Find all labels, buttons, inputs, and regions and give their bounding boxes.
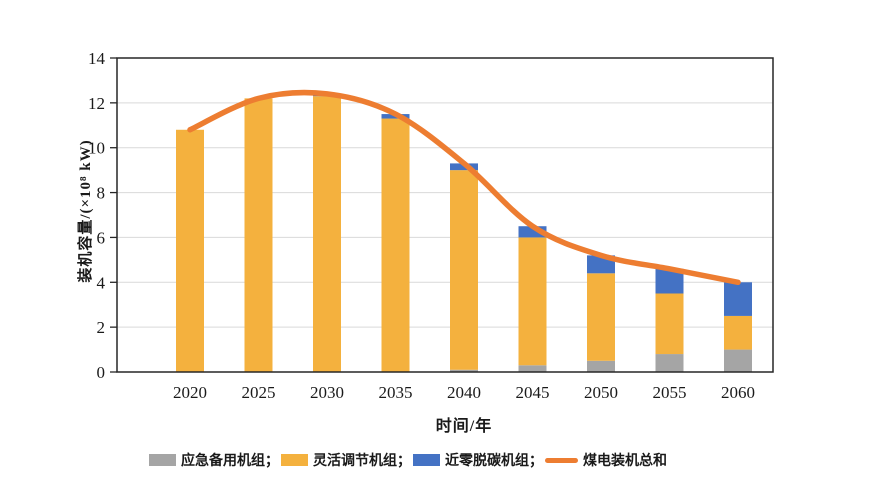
legend: 应急备用机组； 灵活调节机组； 近零脱碳机组； 煤电装机总和 bbox=[149, 450, 669, 470]
bar-segment-灵活调节机组 bbox=[450, 170, 478, 370]
legend-swatch-yellow bbox=[281, 454, 308, 466]
legend-label: 近零脱碳机组； bbox=[445, 454, 543, 469]
x-tick-label: 2045 bbox=[516, 383, 550, 402]
y-tick-label: 2 bbox=[97, 318, 106, 337]
x-tick-label: 2030 bbox=[310, 383, 344, 402]
bar-segment-灵活调节机组 bbox=[518, 237, 547, 366]
bar-segment-近零脱碳机组 bbox=[724, 282, 752, 316]
bar-segment-应急备用机组 bbox=[655, 354, 684, 372]
y-tick-label: 6 bbox=[97, 228, 106, 247]
bar-segment-灵活调节机组 bbox=[724, 315, 752, 350]
x-tick-label: 2020 bbox=[173, 383, 207, 402]
y-tick-label: 12 bbox=[88, 94, 105, 113]
legend-item-flexible-regulation: 灵活调节机组； bbox=[281, 450, 411, 470]
bar-segment-应急备用机组 bbox=[450, 369, 478, 372]
x-tick-label: 2035 bbox=[379, 383, 413, 402]
bar-segment-应急备用机组 bbox=[724, 349, 752, 372]
x-tick-label: 2050 bbox=[584, 383, 618, 402]
legend-label: 灵活调节机组； bbox=[313, 454, 411, 469]
bar-segment-灵活调节机组 bbox=[655, 293, 684, 355]
y-axis-title: 装机容量/(×10⁸ kW) bbox=[78, 139, 94, 283]
y-tick-label: 4 bbox=[97, 273, 106, 292]
y-tick-label: 0 bbox=[97, 363, 106, 382]
legend-label: 煤电装机总和 bbox=[583, 454, 667, 469]
legend-swatch-line bbox=[545, 457, 578, 463]
legend-swatch-gray bbox=[149, 454, 176, 466]
line-煤电装机总和 bbox=[187, 89, 741, 286]
y-tick-label: 8 bbox=[97, 184, 106, 203]
bar-segment-灵活调节机组 bbox=[381, 118, 410, 372]
bar-segment-灵活调节机组 bbox=[244, 98, 273, 372]
bar-segment-灵活调节机组 bbox=[587, 273, 615, 361]
legend-item-near-zero-decarbon: 近零脱碳机组； bbox=[413, 450, 543, 470]
y-tick-label: 14 bbox=[88, 49, 106, 68]
x-axis-title: 时间/年 bbox=[435, 418, 493, 435]
x-tick-label: 2025 bbox=[242, 383, 276, 402]
legend-swatch-blue bbox=[413, 454, 440, 466]
x-tick-label: 2055 bbox=[653, 383, 687, 402]
bar-segment-近零脱碳机组 bbox=[518, 226, 547, 238]
x-tick-label: 2060 bbox=[721, 383, 755, 402]
bar-segment-应急备用机组 bbox=[518, 365, 547, 372]
plot-border bbox=[116, 57, 774, 373]
bar-segment-灵活调节机组 bbox=[313, 96, 341, 372]
legend-label: 应急备用机组； bbox=[181, 454, 279, 469]
y-tick-label: 10 bbox=[88, 139, 105, 158]
bar-segment-应急备用机组 bbox=[587, 360, 615, 372]
bar-segment-灵活调节机组 bbox=[176, 129, 204, 372]
legend-item-coal-total-line: 煤电装机总和 bbox=[545, 450, 667, 470]
x-tick-label: 2040 bbox=[447, 383, 481, 402]
legend-item-emergency-backup: 应急备用机组； bbox=[149, 450, 279, 470]
